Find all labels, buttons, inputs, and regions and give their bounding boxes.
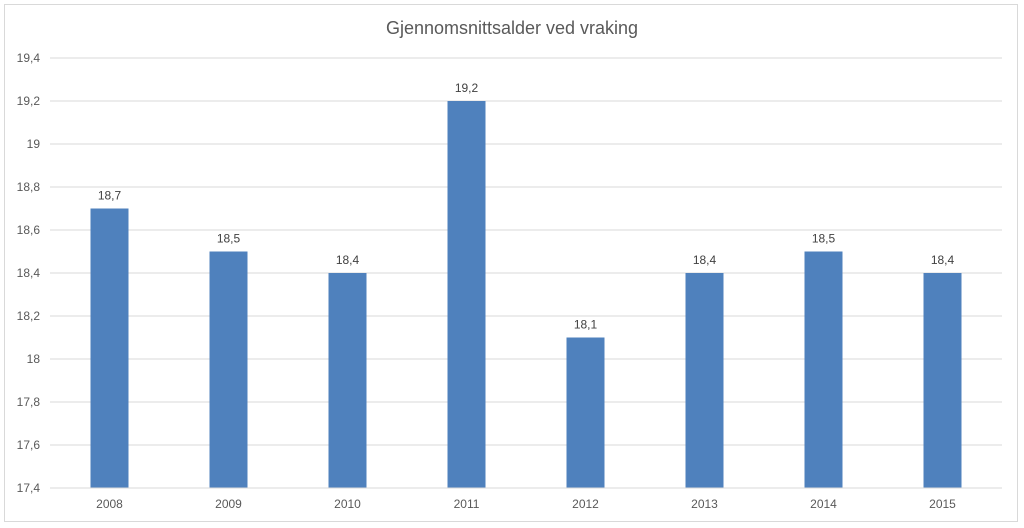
y-tick-label: 17,4 [17,481,41,495]
bar-2012 [566,337,605,488]
x-axis-ticks: 2008 2009 2010 2011 2012 2013 2014 2015 [96,497,956,511]
bar-2013 [685,273,724,488]
data-labels: 18,7 18,5 18,4 19,2 18,1 18,4 18,5 18,4 [98,81,955,332]
x-tick-label-2011: 2011 [454,497,480,511]
x-tick-label-2008: 2008 [96,497,123,511]
data-label-2013: 18,4 [693,253,717,267]
chart-title: Gjennomsnittsalder ved vraking [385,18,639,38]
y-tick-label: 18 [27,352,41,366]
y-tick-label: 17,6 [17,438,41,452]
chart-frame [4,4,1018,522]
y-tick-label: 18,8 [17,180,41,194]
bar-2015 [923,273,962,488]
data-label-2011: 19,2 [455,81,479,95]
bar-2009 [209,251,248,488]
y-tick-label: 19,4 [17,51,41,65]
bar-2008 [90,208,129,488]
data-label-2009: 18,5 [217,232,241,246]
y-axis-ticks: 17,4 17,6 17,8 18 18,2 18,4 18,6 18,8 19 19,2 19,4 [17,51,41,495]
y-tick-label: 19 [27,137,41,151]
x-tick-label-2012: 2012 [572,497,599,511]
bar-2010 [328,273,367,488]
bars [90,101,962,488]
data-label-2008: 18,7 [98,189,122,203]
y-tick-label: 18,4 [17,266,41,280]
data-label-2015: 18,4 [931,253,955,267]
gridlines [50,57,1002,489]
data-label-2014: 18,5 [812,232,836,246]
data-label-2012: 18,1 [574,318,598,332]
data-label-2010: 18,4 [336,253,360,267]
x-tick-label-2009: 2009 [215,497,242,511]
bar-2011 [447,101,486,488]
y-tick-label: 19,2 [17,94,41,108]
bar-2014 [804,251,843,488]
x-tick-label-2010: 2010 [334,497,361,511]
y-tick-label: 18,2 [17,309,41,323]
x-tick-label-2013: 2013 [691,497,718,511]
x-tick-label-2015: 2015 [929,497,956,511]
x-tick-label-2014: 2014 [810,497,837,511]
y-tick-label: 17,8 [17,395,41,409]
y-tick-label: 18,6 [17,223,41,237]
